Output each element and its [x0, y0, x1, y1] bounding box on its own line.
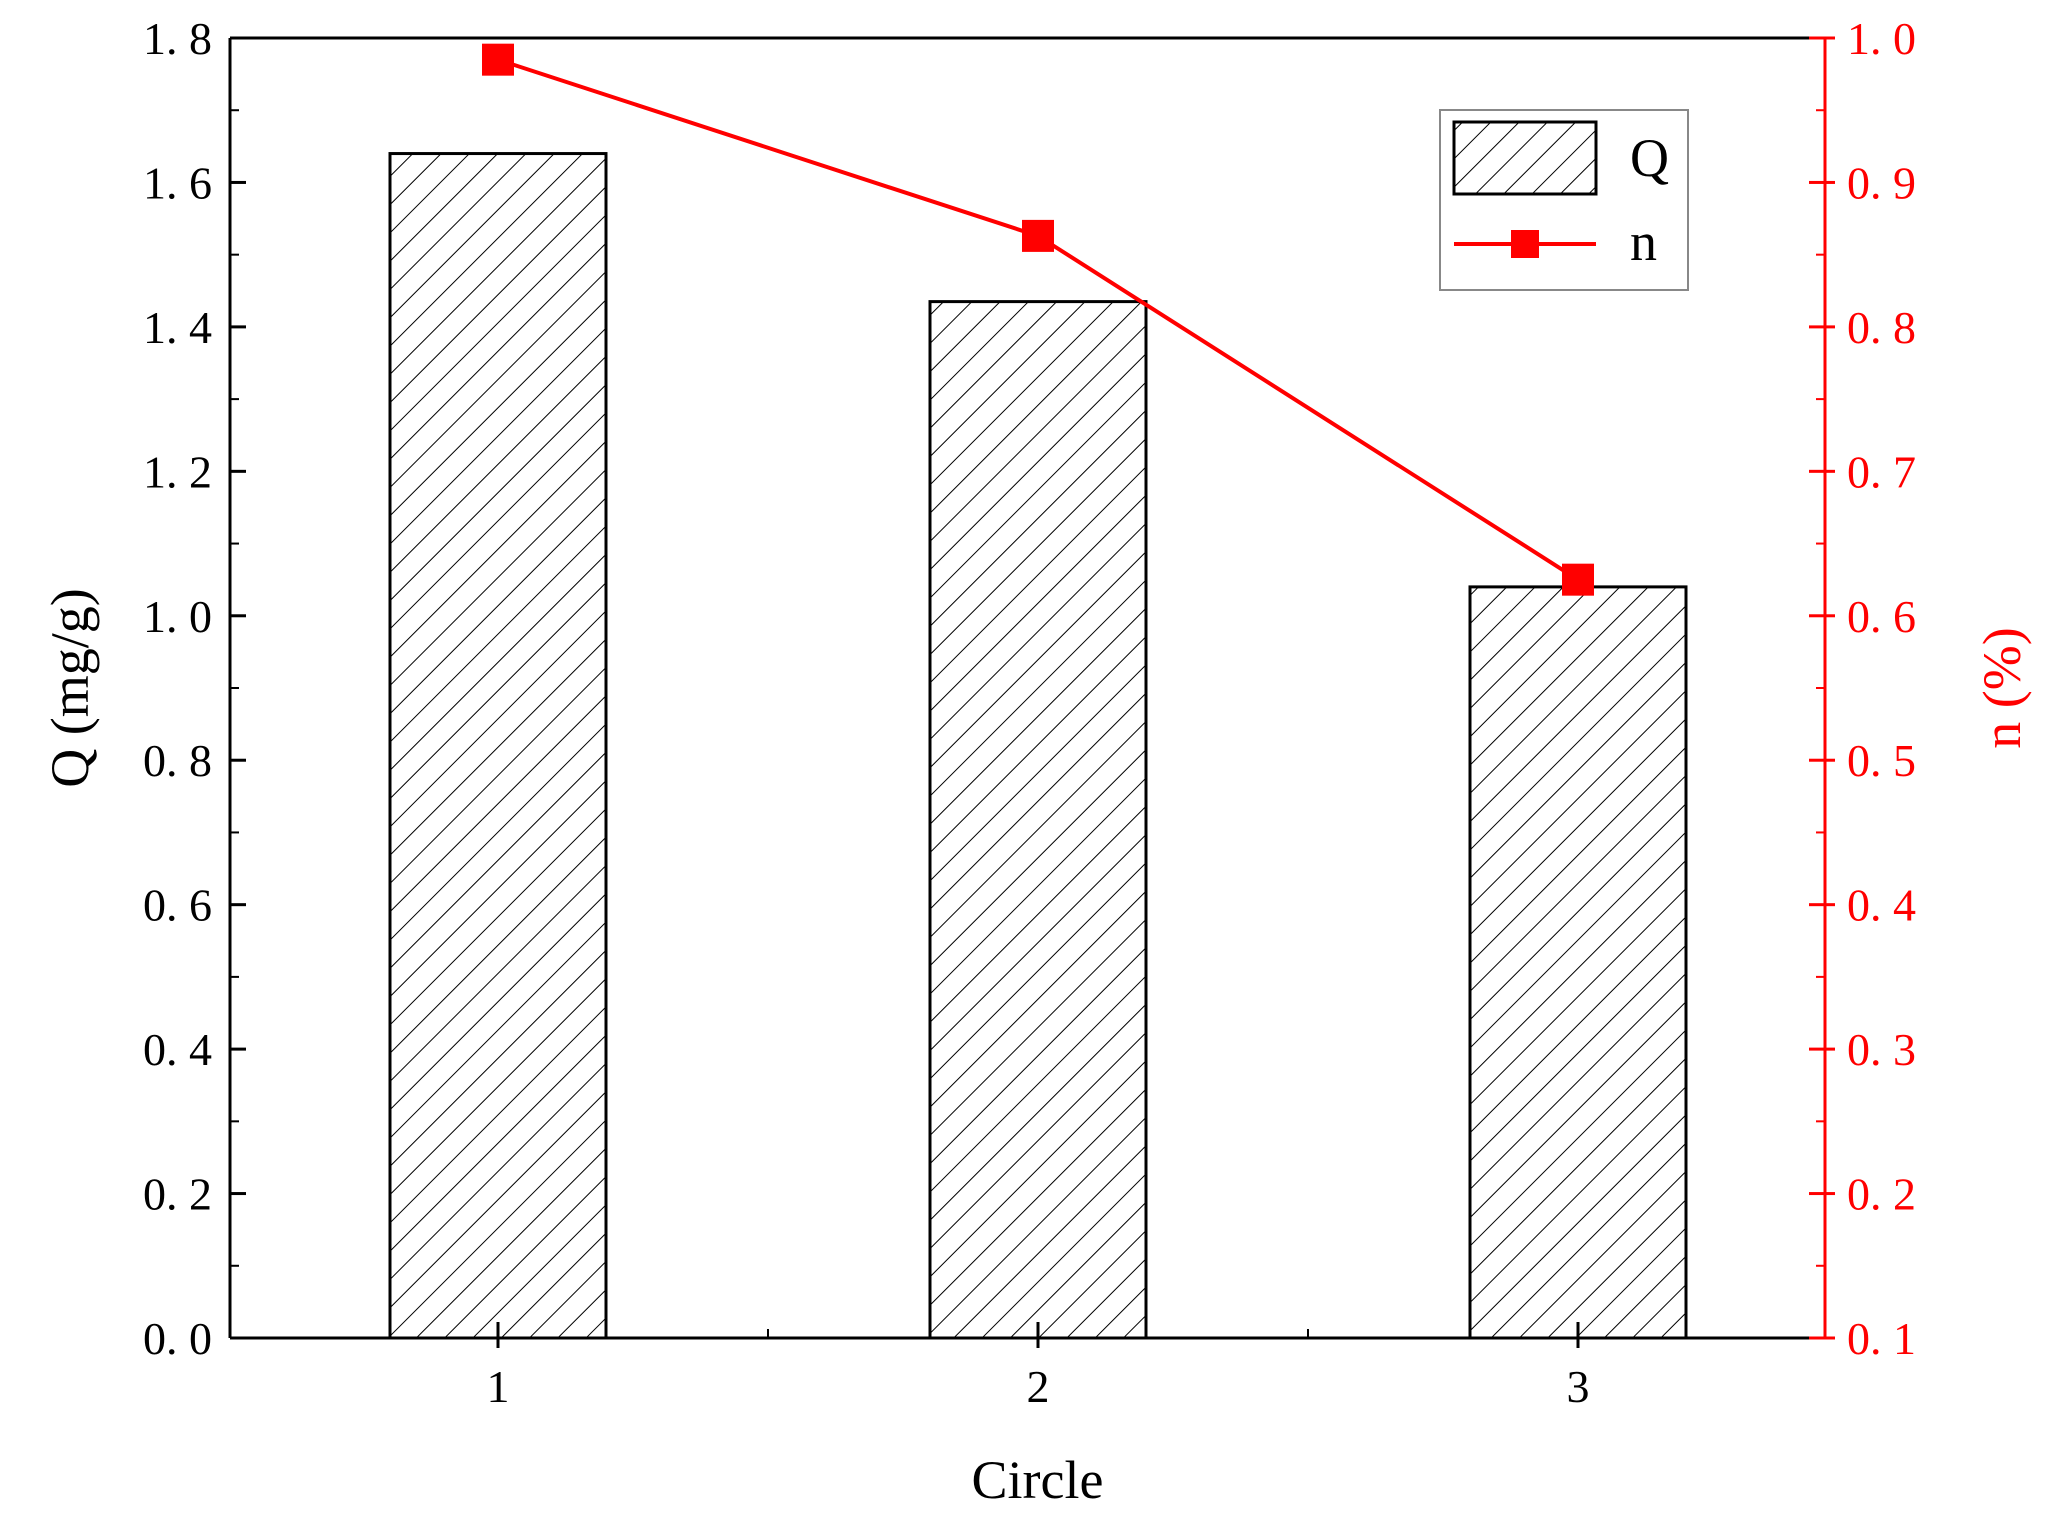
y-tick-label: 1. 2 [143, 446, 212, 497]
bar-q-3 [1468, 585, 1688, 1340]
y-tick-label: 0. 4 [143, 1024, 212, 1075]
y2-tick-label: 1. 0 [1847, 13, 1916, 64]
legend-swatch-q [1452, 120, 1598, 196]
y-tick-label: 1. 4 [143, 302, 212, 353]
bar-q-2 [928, 300, 1148, 1340]
y2-tick-label: 0. 4 [1847, 880, 1916, 931]
y2-tick-label: 0. 8 [1847, 302, 1916, 353]
y2-axis-title: n (%) [1972, 627, 2032, 748]
x-tick-label: 1 [487, 1361, 510, 1412]
axes-layer: 0. 0 0. 2 0. 4 0. 6 0. 8 1. 0 1. 2 1. 4 1. 6 1. 8… [143, 13, 1916, 1412]
y2-tick-label: 0. 7 [1847, 446, 1916, 497]
y2-tick-label: 0. 2 [1847, 1169, 1916, 1220]
y-tick-label: 0. 8 [143, 735, 212, 786]
y2-tick-label: 0. 9 [1847, 157, 1916, 208]
y-tick-label: 1. 0 [143, 591, 212, 642]
y-tick-label: 0. 0 [143, 1313, 212, 1364]
x-axis-title: Circle [972, 1450, 1104, 1510]
y-tick-label: 1. 6 [143, 157, 212, 208]
line-layer [482, 43, 1594, 596]
legend-label-q: Q [1630, 128, 1669, 188]
series-n-marker-3 [1562, 563, 1594, 596]
y-tick-label: 0. 6 [143, 880, 212, 931]
y2-tick-label: 0. 5 [1847, 735, 1916, 786]
legend: Qn [1439, 109, 1689, 291]
y2-tick-label: 0. 1 [1847, 1313, 1916, 1364]
y-tick-label: 1. 8 [143, 13, 212, 64]
y2-tick-label: 0. 6 [1847, 591, 1916, 642]
legend-label-n: n [1630, 212, 1657, 272]
bar-q-1 [388, 152, 608, 1340]
bars-layer [388, 152, 1688, 1340]
y2-tick-label: 0. 3 [1847, 1024, 1916, 1075]
legend-marker-n [1511, 230, 1539, 258]
series-n-marker-1 [482, 43, 514, 76]
x-tick-label: 3 [1567, 1361, 1590, 1412]
series-n-marker-2 [1022, 219, 1054, 252]
x-tick-label: 2 [1027, 1361, 1050, 1412]
y-axis-title: Q (mg/g) [40, 588, 100, 787]
y-tick-label: 0. 2 [143, 1169, 212, 1220]
